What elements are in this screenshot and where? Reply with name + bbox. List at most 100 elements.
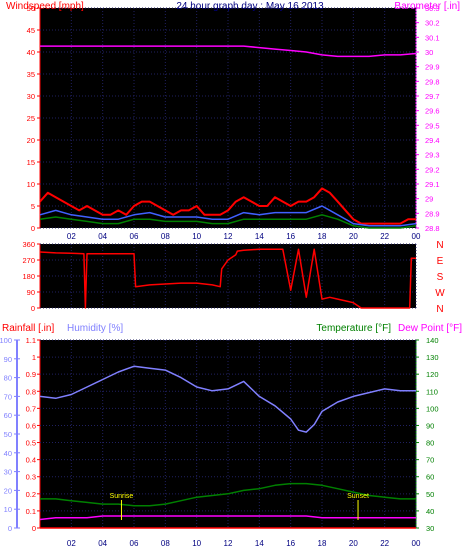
barometer-tick-29-6: 29.6 (425, 107, 440, 116)
series-line-windspeed-mph (39, 187, 416, 225)
rainfall-tick-0-7: 0.7 (26, 404, 36, 413)
humidity-ticks: 0 10 20 30 40 50 60 70 80 90 100 (0, 336, 20, 533)
time-tick-top-16: 16 (286, 232, 295, 241)
annotation-sunset: Sunset (347, 493, 369, 500)
rainfall-ticks: 0 0.1 0.2 0.3 0.4 0.5 0.6 0.7 0.8 0.9 1 1.1 (26, 336, 40, 533)
humidity-tick-40: 40 (4, 449, 12, 458)
barometer-tick-29-3: 29.3 (425, 151, 440, 160)
series-line-temperature-f (40, 482, 416, 507)
time-tick-bottom-18: 18 (318, 539, 327, 548)
barometer-tick-30-1: 30.1 (425, 33, 440, 42)
rainfall-tick-0-3: 0.3 (26, 473, 36, 482)
barometer-tick-29-7: 29.7 (425, 92, 440, 101)
rainfall-tick-0-9: 0.9 (26, 370, 36, 379)
windspeed-tick-40: 40 (27, 48, 35, 57)
wind-barometer-series (39, 45, 417, 229)
humidity-tick-0: 0 (8, 524, 12, 533)
time-tick-top-04: 04 (98, 232, 107, 241)
windspeed-tick-35: 35 (27, 70, 35, 79)
time-tick-bottom-10: 10 (192, 539, 201, 548)
compass-tick-2: S (437, 272, 444, 283)
barometer-tick-30-3: 30.3 (425, 4, 440, 13)
direction-tick-270: 270 (22, 256, 35, 265)
rainfall-tick-0-2: 0.2 (26, 490, 36, 499)
temperature-ticks: 30 40 50 60 70 80 90 100 110 120 130 140 (416, 336, 439, 533)
series-line-humidity (39, 365, 416, 433)
time-tick-bottom-06: 06 (130, 539, 139, 548)
direction-degree-ticks: 0 90 180 270 360 (22, 240, 40, 313)
time-tick-top-00: 00 (412, 232, 421, 241)
temperature-tick-120: 120 (426, 370, 439, 379)
time-tick-bottom-14: 14 (255, 539, 264, 548)
humidity-tick-20: 20 (4, 486, 12, 495)
time-tick-bottom-08: 08 (161, 539, 170, 548)
rainfall-axis-label: Rainfall [.in] (2, 323, 54, 334)
windspeed-axis-label: Windspeed [mph] (6, 1, 84, 12)
direction-tick-0: 0 (31, 304, 35, 313)
time-tick-top-18: 18 (318, 232, 327, 241)
barometer-tick-29-9: 29.9 (425, 63, 440, 72)
climate-series (39, 365, 416, 529)
barometer-tick-29-4: 29.4 (425, 136, 440, 145)
humidity-tick-90: 90 (4, 355, 12, 364)
series-line-average-windspeed (39, 205, 417, 227)
temperature-tick-90: 90 (426, 421, 434, 430)
windspeed-ticks: 0 5 10 15 20 25 30 35 40 45 50 (27, 4, 40, 233)
humidity-tick-50: 50 (4, 430, 12, 439)
time-tick-top-08: 08 (161, 232, 170, 241)
wind-grid (40, 7, 417, 229)
time-ticks-bottom: 02 04 06 08 10 12 14 16 18 20 22 00 (67, 539, 421, 548)
time-tick-top-12: 12 (224, 232, 233, 241)
time-tick-bottom-02: 02 (67, 539, 76, 548)
rainfall-tick-0-8: 0.8 (26, 387, 36, 396)
windspeed-tick-30: 30 (27, 92, 35, 101)
rainfall-tick-1: 1 (32, 353, 36, 362)
time-tick-bottom-16: 16 (286, 539, 295, 548)
humidity-tick-30: 30 (4, 468, 12, 477)
rainfall-tick-0-4: 0.4 (26, 456, 36, 465)
temperature-tick-100: 100 (426, 404, 439, 413)
graph-title: 24 hour graph day : May 16 2013 (176, 1, 324, 12)
series-line-barometer-in (40, 45, 417, 58)
series-line-minimum-windspeed (39, 214, 417, 229)
time-tick-top-14: 14 (255, 232, 264, 241)
time-tick-bottom-22: 22 (380, 539, 389, 548)
compass-tick-4: N (436, 240, 443, 251)
rainfall-tick-0: 0 (32, 524, 36, 533)
windspeed-tick-15: 15 (27, 158, 35, 167)
rainfall-tick-1-1: 1.1 (26, 336, 36, 345)
barometer-tick-28-9: 28.9 (425, 209, 440, 218)
temperature-tick-140: 140 (426, 336, 439, 345)
rainfall-tick-0-1: 0.1 (26, 507, 36, 516)
humidity-tick-100: 100 (0, 336, 12, 345)
humidity-axis-label: Humidity [%] (67, 323, 123, 334)
direction-tick-180: 180 (22, 272, 35, 281)
time-tick-bottom-20: 20 (349, 539, 358, 548)
annotation-sunrise: Sunrise (110, 493, 134, 500)
barometer-tick-30: 30 (425, 48, 433, 57)
windspeed-tick-20: 20 (27, 136, 35, 145)
direction-tick-360: 360 (22, 240, 35, 249)
compass-tick-1: W (435, 288, 445, 299)
time-tick-bottom-00: 00 (412, 539, 421, 548)
time-tick-top-10: 10 (192, 232, 201, 241)
temperature-tick-60: 60 (426, 473, 434, 482)
time-tick-top-20: 20 (349, 232, 358, 241)
temperature-tick-110: 110 (426, 387, 438, 396)
time-ticks-top: 02 04 06 08 10 12 14 16 18 20 22 00 (67, 232, 421, 241)
time-tick-bottom-12: 12 (224, 539, 233, 548)
temperature-tick-130: 130 (426, 353, 439, 362)
time-tick-bottom-04: 04 (98, 539, 107, 548)
windspeed-tick-10: 10 (27, 180, 35, 189)
temperature-tick-70: 70 (426, 456, 434, 465)
direction-plot-area (40, 244, 416, 308)
series-line-dew-point-f (39, 515, 416, 521)
windspeed-tick-5: 5 (31, 202, 35, 211)
windspeed-tick-50: 50 (27, 4, 35, 13)
rainfall-tick-0-6: 0.6 (26, 421, 36, 430)
direction-tick-90: 90 (27, 288, 35, 297)
sun-annotations: Sunrise Sunset (110, 493, 369, 520)
